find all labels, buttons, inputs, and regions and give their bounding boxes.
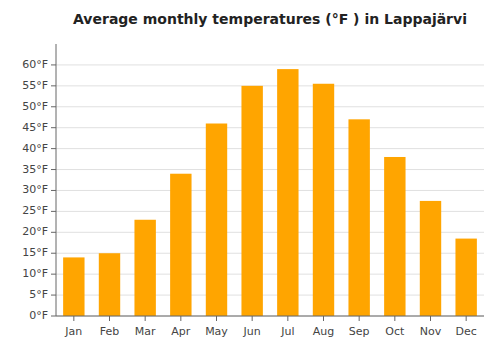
grid-line <box>56 316 484 317</box>
x-tick-label: Feb <box>100 325 119 338</box>
bar <box>170 174 191 316</box>
y-tick <box>51 211 56 212</box>
x-tick <box>252 316 253 321</box>
y-tick <box>51 85 56 86</box>
y-tick-label: 60°F <box>22 58 48 71</box>
y-tick-label: 20°F <box>22 225 48 238</box>
y-tick-label: 0°F <box>29 309 48 322</box>
x-tick <box>287 316 288 321</box>
x-tick <box>466 316 467 321</box>
y-tick-label: 5°F <box>29 288 48 301</box>
y-tick <box>51 316 56 317</box>
y-tick-label: 10°F <box>22 267 48 280</box>
y-tick-label: 50°F <box>22 100 48 113</box>
x-tick-label: May <box>205 325 228 338</box>
x-tick-label: Jul <box>280 325 294 338</box>
x-tick <box>394 316 395 321</box>
bar <box>420 201 441 316</box>
bar <box>134 220 155 316</box>
y-tick <box>51 64 56 65</box>
x-tick <box>109 316 110 321</box>
bar <box>241 86 262 316</box>
bar <box>348 119 369 316</box>
x-tick <box>145 316 146 321</box>
x-tick-label: Jan <box>64 325 82 338</box>
grid-line <box>56 64 484 65</box>
y-tick <box>51 148 56 149</box>
y-tick-label: 40°F <box>22 142 48 155</box>
x-axis: Jan Feb Mar Apr May Jun Jul Aug Sep Oct Nov Dec <box>56 316 484 338</box>
bar <box>277 69 298 316</box>
y-axis: 0°F 5°F 10°F 15°F 20°F 25°F 30°F 35°F 40°F 45°F 50… <box>22 44 56 322</box>
bar <box>99 253 120 316</box>
x-tick <box>430 316 431 321</box>
y-tick <box>51 253 56 254</box>
grid <box>56 65 484 316</box>
y-tick <box>51 295 56 296</box>
x-tick <box>323 316 324 321</box>
y-tick <box>51 169 56 170</box>
x-tick <box>180 316 181 321</box>
x-tick-label: Sep <box>349 325 370 338</box>
bar <box>455 239 476 316</box>
x-tick-label: Aug <box>313 325 334 338</box>
grid-line <box>56 169 484 170</box>
title: Average monthly temperatures (°F ) in La… <box>73 11 467 27</box>
grid-line <box>56 85 484 86</box>
y-tick-label: 55°F <box>22 79 48 92</box>
y-tick-label: 15°F <box>22 246 48 259</box>
bars <box>63 69 477 316</box>
y-tick <box>51 106 56 107</box>
bar <box>313 84 334 316</box>
bar <box>206 124 227 316</box>
x-axis-line <box>56 316 484 317</box>
y-tick <box>51 127 56 128</box>
x-tick <box>73 316 74 321</box>
grid-line <box>56 127 484 128</box>
x-tick-label: Dec <box>456 325 477 338</box>
x-tick-label: Nov <box>420 325 442 338</box>
chart-svg: 0°F 5°F 10°F 15°F 20°F 25°F 30°F 35°F 40°F 45°F 50… <box>0 0 500 350</box>
y-tick <box>51 190 56 191</box>
chart-container: 0°F 5°F 10°F 15°F 20°F 25°F 30°F 35°F 40°F 45°F 50… <box>0 0 500 350</box>
y-tick <box>51 274 56 275</box>
x-tick <box>216 316 217 321</box>
y-tick-label: 30°F <box>22 183 48 196</box>
bar <box>384 157 405 316</box>
bar <box>63 257 84 316</box>
x-tick-label: Oct <box>385 325 405 338</box>
y-tick-label: 25°F <box>22 204 48 217</box>
x-tick <box>359 316 360 321</box>
y-tick-label: 45°F <box>22 121 48 134</box>
x-tick-label: Jun <box>243 325 261 338</box>
grid-line <box>56 106 484 107</box>
x-tick-label: Apr <box>171 325 191 338</box>
x-tick-label: Mar <box>135 325 156 338</box>
y-tick <box>51 232 56 233</box>
grid-line <box>56 148 484 149</box>
grid-line <box>56 190 484 191</box>
y-tick-label: 35°F <box>22 163 48 176</box>
y-axis-line <box>56 44 57 316</box>
